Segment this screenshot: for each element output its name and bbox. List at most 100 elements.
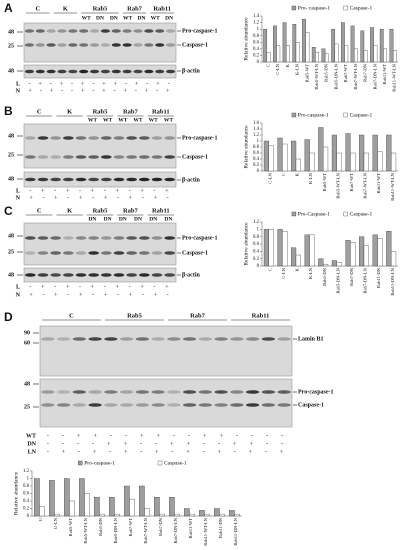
y-tick-label: 0.4 (253, 157, 260, 162)
sub-header: WT (149, 117, 159, 123)
blot-band (214, 390, 228, 394)
blot-band (126, 273, 137, 277)
row-name: L (16, 81, 20, 87)
row-signs: - + - + - + - + + - + - + - (28, 81, 169, 87)
group-header: C (35, 5, 40, 12)
blot-band (46, 43, 56, 47)
bar (49, 480, 55, 517)
blot-band (277, 390, 291, 394)
x-tick-label: Rab5-DN (322, 267, 327, 286)
blot-band (101, 251, 112, 255)
y-tick-label: 0 (27, 514, 30, 519)
blot-band (57, 69, 67, 74)
legend-swatch (157, 460, 163, 466)
x-tick-label: Rab5-DN-LN (335, 267, 340, 293)
bar (386, 134, 392, 172)
blot-band (155, 43, 165, 47)
blot-band (151, 251, 163, 255)
blot-band (198, 403, 212, 407)
blot-band (88, 337, 102, 341)
x-tick-label: Rab7-DN (349, 267, 354, 286)
band-label: Pro-caspase-1 (298, 389, 334, 395)
bar (321, 48, 326, 63)
blot-membrane (23, 222, 177, 266)
blot-band (246, 403, 260, 407)
bar (268, 145, 274, 172)
x-tick-label: Rab5-WT (304, 64, 309, 83)
group-header: K (67, 207, 72, 214)
blot-band (277, 403, 291, 407)
blot-band (75, 155, 87, 159)
bar (64, 478, 70, 517)
legend-label: Pro-Caspase-1 (298, 211, 330, 217)
blot-band (24, 29, 34, 33)
blot-band (120, 390, 134, 394)
x-tick-label: C (281, 173, 286, 176)
legend-label: Pro-caspase-1 (84, 460, 115, 466)
group-header: C (69, 312, 74, 319)
blot-band (111, 69, 121, 74)
blot-band (246, 390, 260, 394)
group-header: C (37, 108, 42, 115)
y-tick-label: 0.8 (253, 34, 260, 39)
sub-header: WT (133, 117, 143, 123)
blot-band (37, 273, 49, 277)
bar (174, 513, 180, 517)
blot-band (35, 69, 45, 74)
bar (372, 134, 378, 172)
blot-band (144, 69, 154, 74)
bar (331, 260, 337, 267)
blot-band (25, 136, 36, 140)
legend-swatch (291, 211, 297, 217)
row-signs: - + - + - + - + - + - + - + - + (47, 449, 284, 455)
bar (331, 28, 336, 63)
mw-marker: 48 (8, 29, 14, 35)
bar (84, 493, 90, 517)
bar (392, 50, 397, 63)
blot-band (122, 43, 132, 47)
y-tick-label: 1.4 (253, 127, 260, 132)
y-tick-label: 0 (257, 169, 260, 174)
bar (189, 513, 195, 517)
blot-band (166, 29, 176, 33)
band-label: β-actin (182, 272, 200, 278)
group-header: Rab7 (190, 312, 206, 319)
x-tick-label: Rab7-WT (128, 518, 133, 537)
y-tick-label: 0.6 (253, 242, 260, 247)
legend-swatch (291, 112, 297, 118)
y-axis-label: Relative abundance (243, 17, 249, 61)
bar (359, 134, 365, 172)
y-tick-label: 1.2 (253, 133, 260, 138)
band-label: Caspase-1 (182, 42, 208, 48)
y-tick-label: 1.2 (23, 469, 30, 474)
mw-marker: 48 (8, 272, 14, 278)
blot-band (90, 69, 100, 74)
x-tick-label: Rab5-WT-LN (314, 63, 319, 89)
blot-band (88, 155, 99, 159)
bar (204, 513, 210, 517)
band-label: Caspase-1 (182, 250, 208, 256)
group-header: K (63, 5, 68, 12)
blot-band (104, 337, 118, 341)
panel-label: D (4, 310, 13, 324)
row-name: L (16, 188, 20, 194)
bar (124, 485, 130, 517)
blot-band (25, 273, 36, 277)
bar (277, 137, 283, 172)
blot-band (126, 236, 137, 240)
sub-header: WT (88, 117, 98, 123)
bar (109, 497, 115, 517)
blot-band (144, 29, 154, 33)
x-tick-label: K-LN (295, 63, 300, 75)
bar (360, 30, 365, 63)
bar (331, 134, 337, 172)
blot-band (113, 273, 125, 277)
bar (79, 478, 85, 517)
bar (304, 234, 310, 267)
blot-band (41, 403, 55, 407)
blot-band (135, 337, 149, 341)
blot-membrane (23, 123, 177, 169)
x-tick-label: Rab7-WT (349, 173, 354, 192)
x-tick-label: Rab11-WT-LN (392, 63, 397, 91)
band-label: Pro-caspase-1 (182, 28, 218, 34)
